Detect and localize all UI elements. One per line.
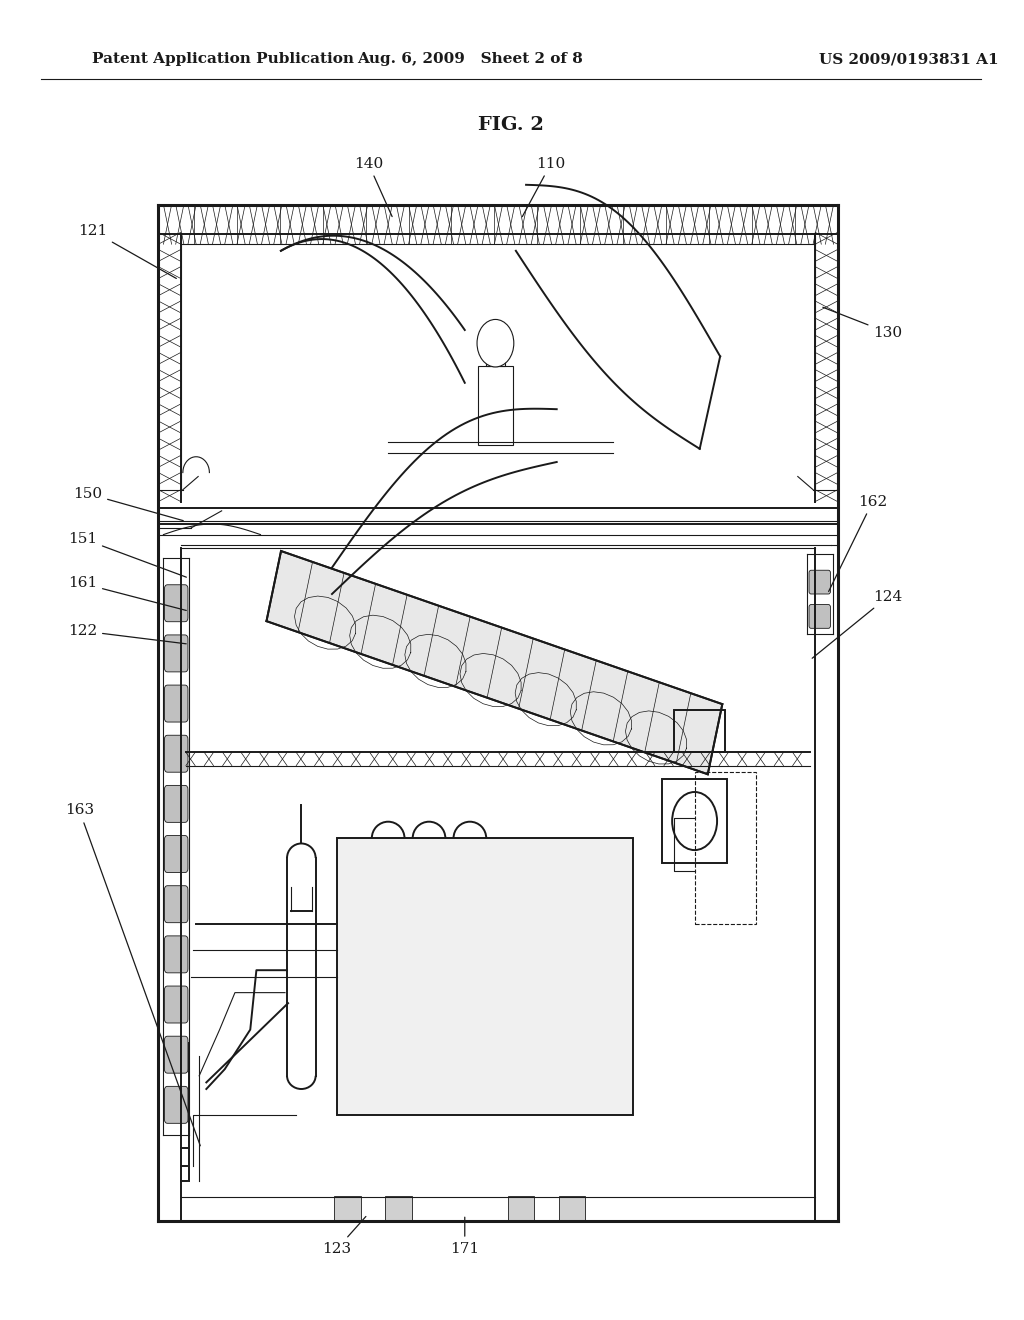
Bar <box>674 710 725 752</box>
FancyBboxPatch shape <box>809 570 830 594</box>
Text: 161: 161 <box>68 577 186 610</box>
Bar <box>662 779 727 863</box>
Bar <box>337 838 633 1115</box>
Bar <box>486 342 505 366</box>
Text: 150: 150 <box>73 487 183 520</box>
Bar <box>508 1196 535 1220</box>
Bar <box>694 772 756 924</box>
Text: Patent Application Publication: Patent Application Publication <box>92 53 354 66</box>
Text: 121: 121 <box>78 224 176 279</box>
FancyBboxPatch shape <box>165 585 188 622</box>
Text: Aug. 6, 2009   Sheet 2 of 8: Aug. 6, 2009 Sheet 2 of 8 <box>357 53 583 66</box>
Text: 124: 124 <box>812 590 902 659</box>
FancyBboxPatch shape <box>165 886 188 923</box>
FancyBboxPatch shape <box>165 936 188 973</box>
FancyBboxPatch shape <box>165 735 188 772</box>
FancyBboxPatch shape <box>165 1036 188 1073</box>
Bar <box>334 1196 360 1220</box>
FancyBboxPatch shape <box>809 605 830 628</box>
Text: 123: 123 <box>323 1217 366 1255</box>
Text: 122: 122 <box>68 624 186 644</box>
Text: 162: 162 <box>828 495 888 591</box>
Text: 163: 163 <box>65 804 201 1146</box>
Bar <box>385 1196 412 1220</box>
Bar <box>477 366 513 445</box>
Text: 110: 110 <box>522 157 565 216</box>
Text: 171: 171 <box>451 1217 479 1255</box>
Text: 151: 151 <box>68 532 186 577</box>
Polygon shape <box>266 550 722 775</box>
Text: 130: 130 <box>823 308 902 339</box>
FancyBboxPatch shape <box>165 836 188 873</box>
FancyBboxPatch shape <box>165 785 188 822</box>
FancyBboxPatch shape <box>165 685 188 722</box>
FancyBboxPatch shape <box>165 986 188 1023</box>
FancyBboxPatch shape <box>165 635 188 672</box>
Text: 140: 140 <box>354 157 392 216</box>
Bar <box>559 1196 586 1220</box>
Text: US 2009/0193831 A1: US 2009/0193831 A1 <box>819 53 999 66</box>
FancyBboxPatch shape <box>165 1086 188 1123</box>
Circle shape <box>477 319 514 367</box>
Text: FIG. 2: FIG. 2 <box>478 116 544 135</box>
